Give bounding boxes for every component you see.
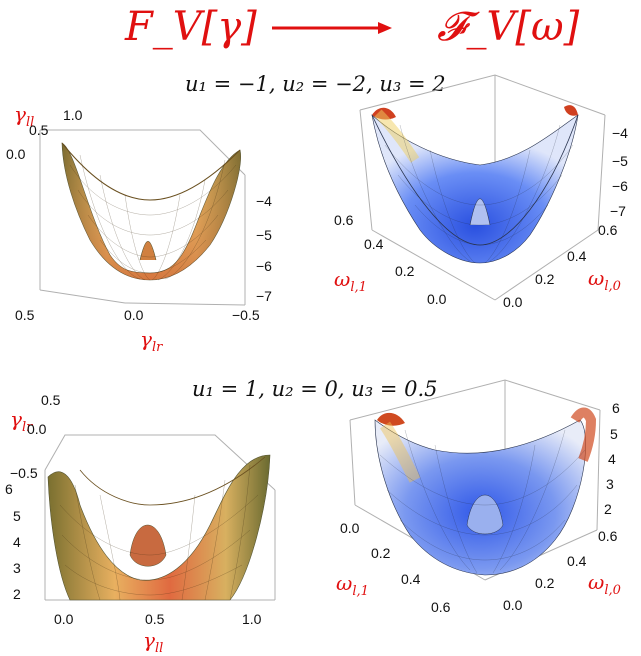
row1-right-right-tick: 0.2: [535, 271, 555, 287]
row2-right-right-axis-label: ωl,0: [588, 570, 621, 598]
row1-left-surface-plot: [39, 129, 246, 306]
row1-parameters: u₁ = −1, u₂ = −2, u₃ = 2: [185, 72, 446, 96]
row1-right-right-tick: 0.6: [598, 222, 618, 238]
row2-right-right-tick: 0.2: [535, 575, 555, 591]
row1-right-left-tick: 0.2: [395, 263, 415, 279]
row1-left-bottom-tick: 0.0: [124, 307, 144, 323]
row1-right-right-tick: 0.4: [567, 248, 587, 264]
row1-left-vert-tick: 1.0: [63, 107, 83, 123]
row2-right-left-tick: 0.2: [371, 545, 391, 561]
row2-left-vert-tick: 0.5: [41, 392, 61, 408]
row2-right-surface-plot: [349, 379, 601, 581]
row1-right-z-tick: −4: [612, 125, 628, 141]
row2-left-z-tick: 3: [13, 560, 21, 576]
row1-left-vert-tick: 0.5: [29, 122, 49, 138]
row2-left-vert-tick: 0.0: [27, 421, 47, 437]
row2-right-z-tick: 6: [612, 400, 620, 416]
row2-right-z-tick: 2: [604, 501, 612, 517]
row2-right-left-tick: 0.4: [401, 571, 421, 587]
row2-left-z-tick: 4: [13, 534, 21, 550]
row2-left-z-tick: 2: [13, 586, 21, 602]
row2-left-bottom-tick: 0.0: [54, 611, 74, 627]
row1-left-z-tick: −7: [256, 288, 272, 304]
row2-left-z-tick: 5: [13, 508, 21, 524]
row1-left-z-tick: −5: [256, 227, 272, 243]
row1-left-bottom-tick: 0.5: [15, 307, 35, 323]
row1-right-right-axis-label: ωl,0: [588, 266, 621, 294]
row1-left-bottom-tick: −0.5: [232, 307, 260, 323]
row2-right-left-axis-label: ωl,1: [336, 571, 369, 599]
row2-left-surface-plot: [44, 434, 276, 601]
row1-left-vertical-axis-label: γll: [14, 102, 35, 130]
row1-right-z-tick: −6: [612, 178, 628, 194]
row1-right-left-tick: 0.0: [427, 291, 447, 307]
row2-right-z-tick: 3: [606, 476, 614, 492]
row2-left-bottom-tick: 0.5: [145, 611, 165, 627]
row1-right-left-tick: 0.4: [364, 236, 384, 252]
left-functional-title: F_V[γ]: [125, 4, 257, 50]
mapping-arrow: [272, 22, 392, 34]
row2-right-z-tick: 5: [610, 426, 618, 442]
row2-right-left-tick: 0.6: [431, 599, 451, 615]
row2-right-z-tick: 4: [608, 451, 616, 467]
row2-left-vert-tick: −0.5: [10, 465, 38, 481]
row2-left-z-tick: 6: [5, 481, 13, 497]
row1-right-z-tick: −7: [610, 203, 626, 219]
row2-right-right-tick: 0.0: [503, 597, 523, 613]
row2-left-bottom-axis-label: γll: [143, 628, 164, 656]
row1-right-left-tick: 0.6: [334, 212, 354, 228]
row1-right-left-axis-label: ωl,1: [334, 267, 367, 295]
right-functional-title: 𝓕_V[ω]: [437, 4, 580, 50]
row2-left-vertical-axis-label: γlr: [10, 407, 33, 435]
row1-right-z-tick: −5: [612, 153, 628, 169]
row1-right-right-tick: 0.0: [503, 294, 523, 310]
row2-parameters: u₁ = 1, u₂ = 0, u₃ = 0.5: [192, 377, 438, 401]
row1-left-z-tick: −4: [256, 193, 272, 209]
row1-left-vert-tick: 0.0: [6, 146, 26, 162]
row2-right-right-tick: 0.4: [567, 553, 587, 569]
row1-left-z-tick: −6: [256, 258, 272, 274]
row2-left-bottom-tick: 1.0: [242, 611, 262, 627]
row2-right-right-tick: 0.6: [598, 528, 618, 544]
row2-right-left-tick: 0.0: [340, 520, 360, 536]
row1-right-surface-plot: [359, 74, 606, 301]
row1-left-bottom-axis-label: γlr: [140, 327, 163, 355]
